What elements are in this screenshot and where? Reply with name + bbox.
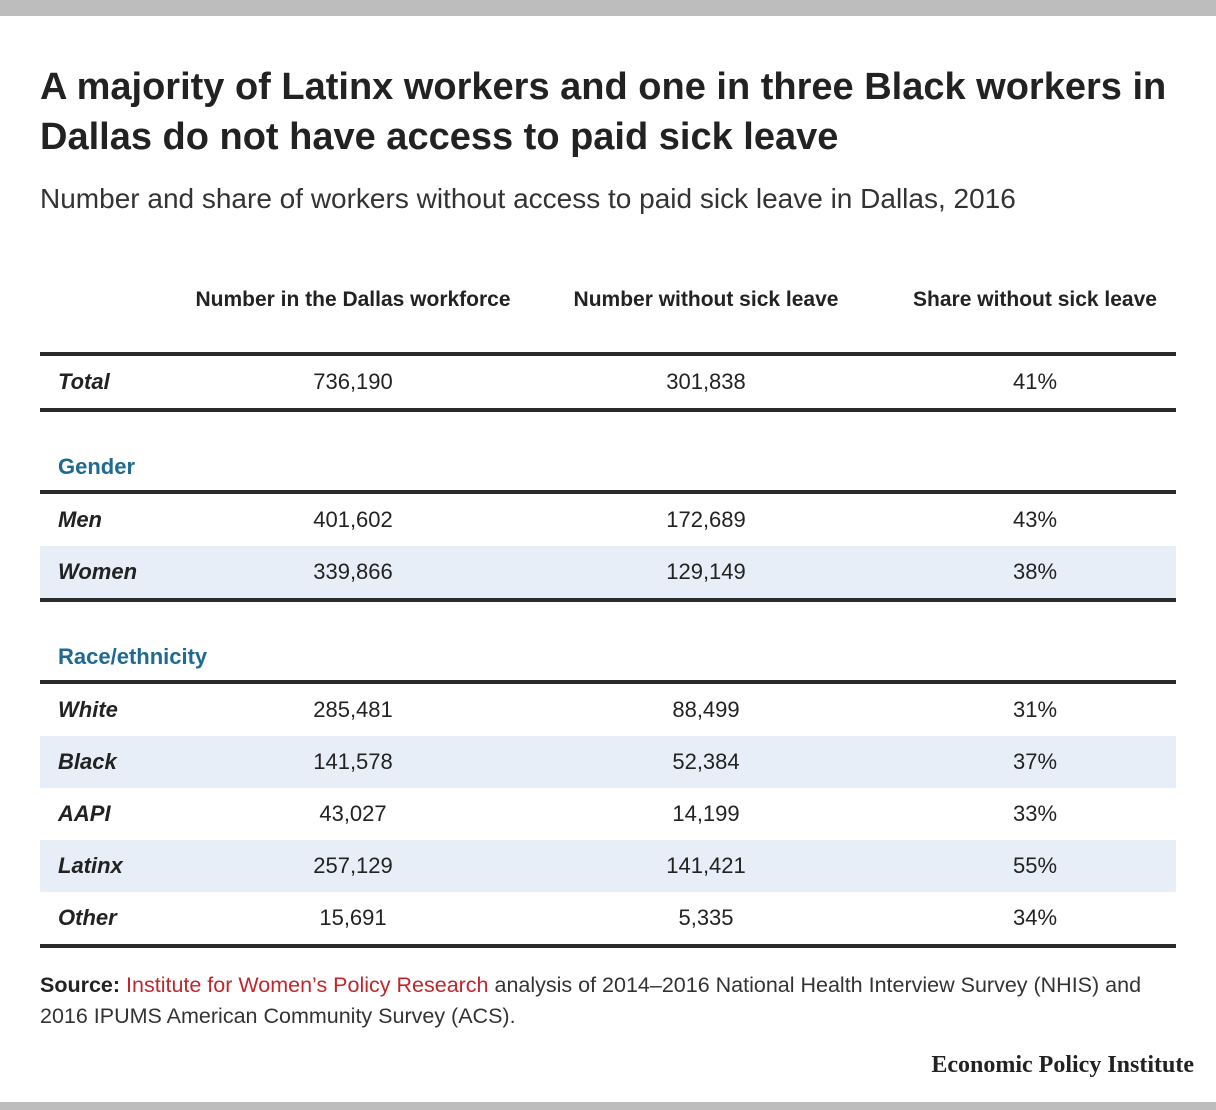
bottom-frame-bar	[0, 1102, 1216, 1110]
header-share: Share without sick leave	[913, 288, 1157, 311]
chart-subtitle: Number and share of workers without acce…	[40, 183, 1016, 214]
total-workforce: 736,190	[313, 369, 393, 394]
group-label-race: Race/ethnicity	[58, 644, 208, 669]
source-label: Source:	[40, 973, 121, 997]
source-note: Source: Institute for Women’s Policy Res…	[40, 970, 1160, 1032]
table-row: Women 339,866 129,149 38%	[40, 546, 1176, 598]
share-cell: 31%	[1012, 697, 1058, 722]
header-rule	[40, 352, 1176, 356]
data-table: Number in the Dallas workforce Number wi…	[40, 280, 1176, 948]
gender-top-rule	[40, 490, 1176, 494]
without-cell: 172,689	[666, 507, 746, 532]
workforce-cell: 43,027	[319, 801, 387, 826]
row-label: Women	[58, 559, 138, 584]
workforce-cell: 401,602	[313, 507, 393, 532]
table-row: Latinx 257,129 141,421 55%	[40, 840, 1176, 892]
row-label: AAPI	[58, 801, 111, 826]
without-cell: 14,199	[672, 801, 740, 826]
source-text: analysis of 2014–2016 National Health In…	[40, 973, 1142, 1028]
share-cell: 33%	[1012, 801, 1058, 826]
without-cell: 88,499	[672, 697, 740, 722]
table-header: Number in the Dallas workforce Number wi…	[40, 280, 1176, 352]
table-row: Other 15,691 5,335 34%	[40, 892, 1176, 944]
without-cell: 129,149	[666, 559, 746, 584]
source-link[interactable]: Institute for Women’s Policy Research	[126, 973, 489, 997]
workforce-cell: 285,481	[313, 697, 393, 722]
header-workforce: Number in the Dallas workforce	[195, 288, 511, 311]
share-cell: 55%	[1012, 853, 1058, 878]
workforce-cell: 141,578	[313, 749, 393, 774]
row-label: Men	[58, 507, 102, 532]
table-row: White 285,481 88,499 31%	[40, 684, 1176, 736]
table-row: AAPI 43,027 14,199 33%	[40, 788, 1176, 840]
row-label: Black	[58, 749, 117, 774]
header-blank	[40, 280, 188, 352]
epi-logo-text: Economic Policy Institute	[931, 1052, 1194, 1078]
table-row: Men 401,602 172,689 43%	[40, 494, 1176, 546]
row-label: Other	[58, 905, 117, 930]
total-rule	[40, 408, 1176, 412]
without-cell: 5,335	[678, 905, 734, 930]
table-bottom-rule	[40, 944, 1176, 948]
gender-bottom-rule	[40, 598, 1176, 602]
total-share: 41%	[1012, 369, 1058, 394]
workforce-cell: 15,691	[319, 905, 387, 930]
workforce-cell: 339,866	[313, 559, 393, 584]
race-top-rule	[40, 680, 1176, 684]
share-cell: 38%	[1012, 559, 1058, 584]
top-frame-bar	[0, 0, 1216, 16]
header-without-leave: Number without sick leave	[573, 288, 839, 311]
share-cell: 37%	[1012, 749, 1058, 774]
row-label: Latinx	[58, 853, 123, 878]
share-cell: 43%	[1012, 507, 1058, 532]
table-row: Black 141,578 52,384 37%	[40, 736, 1176, 788]
workforce-cell: 257,129	[313, 853, 393, 878]
share-cell: 34%	[1012, 905, 1058, 930]
chart-title: A majority of Latinx workers and one in …	[40, 66, 1167, 158]
without-cell: 141,421	[666, 853, 746, 878]
without-cell: 52,384	[672, 749, 740, 774]
row-label: White	[58, 697, 118, 722]
total-row: Total 736,190 301,838 41%	[40, 356, 1176, 408]
group-label-gender: Gender	[58, 454, 136, 479]
total-label: Total	[58, 369, 110, 394]
total-without: 301,838	[666, 369, 746, 394]
